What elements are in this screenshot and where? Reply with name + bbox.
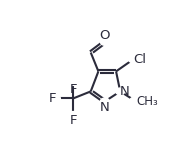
Ellipse shape <box>69 80 77 85</box>
Text: Cl: Cl <box>134 52 147 65</box>
Text: F: F <box>69 83 77 96</box>
Text: N: N <box>120 85 130 98</box>
Text: F: F <box>49 92 57 105</box>
Text: O: O <box>100 29 110 42</box>
Ellipse shape <box>128 55 139 63</box>
Ellipse shape <box>100 98 109 105</box>
Ellipse shape <box>116 88 125 95</box>
Text: F: F <box>69 114 77 127</box>
Text: N: N <box>100 101 110 114</box>
Ellipse shape <box>53 96 60 101</box>
Text: CH₃: CH₃ <box>136 95 158 108</box>
Ellipse shape <box>130 97 143 106</box>
Ellipse shape <box>69 112 77 117</box>
Ellipse shape <box>100 39 109 45</box>
